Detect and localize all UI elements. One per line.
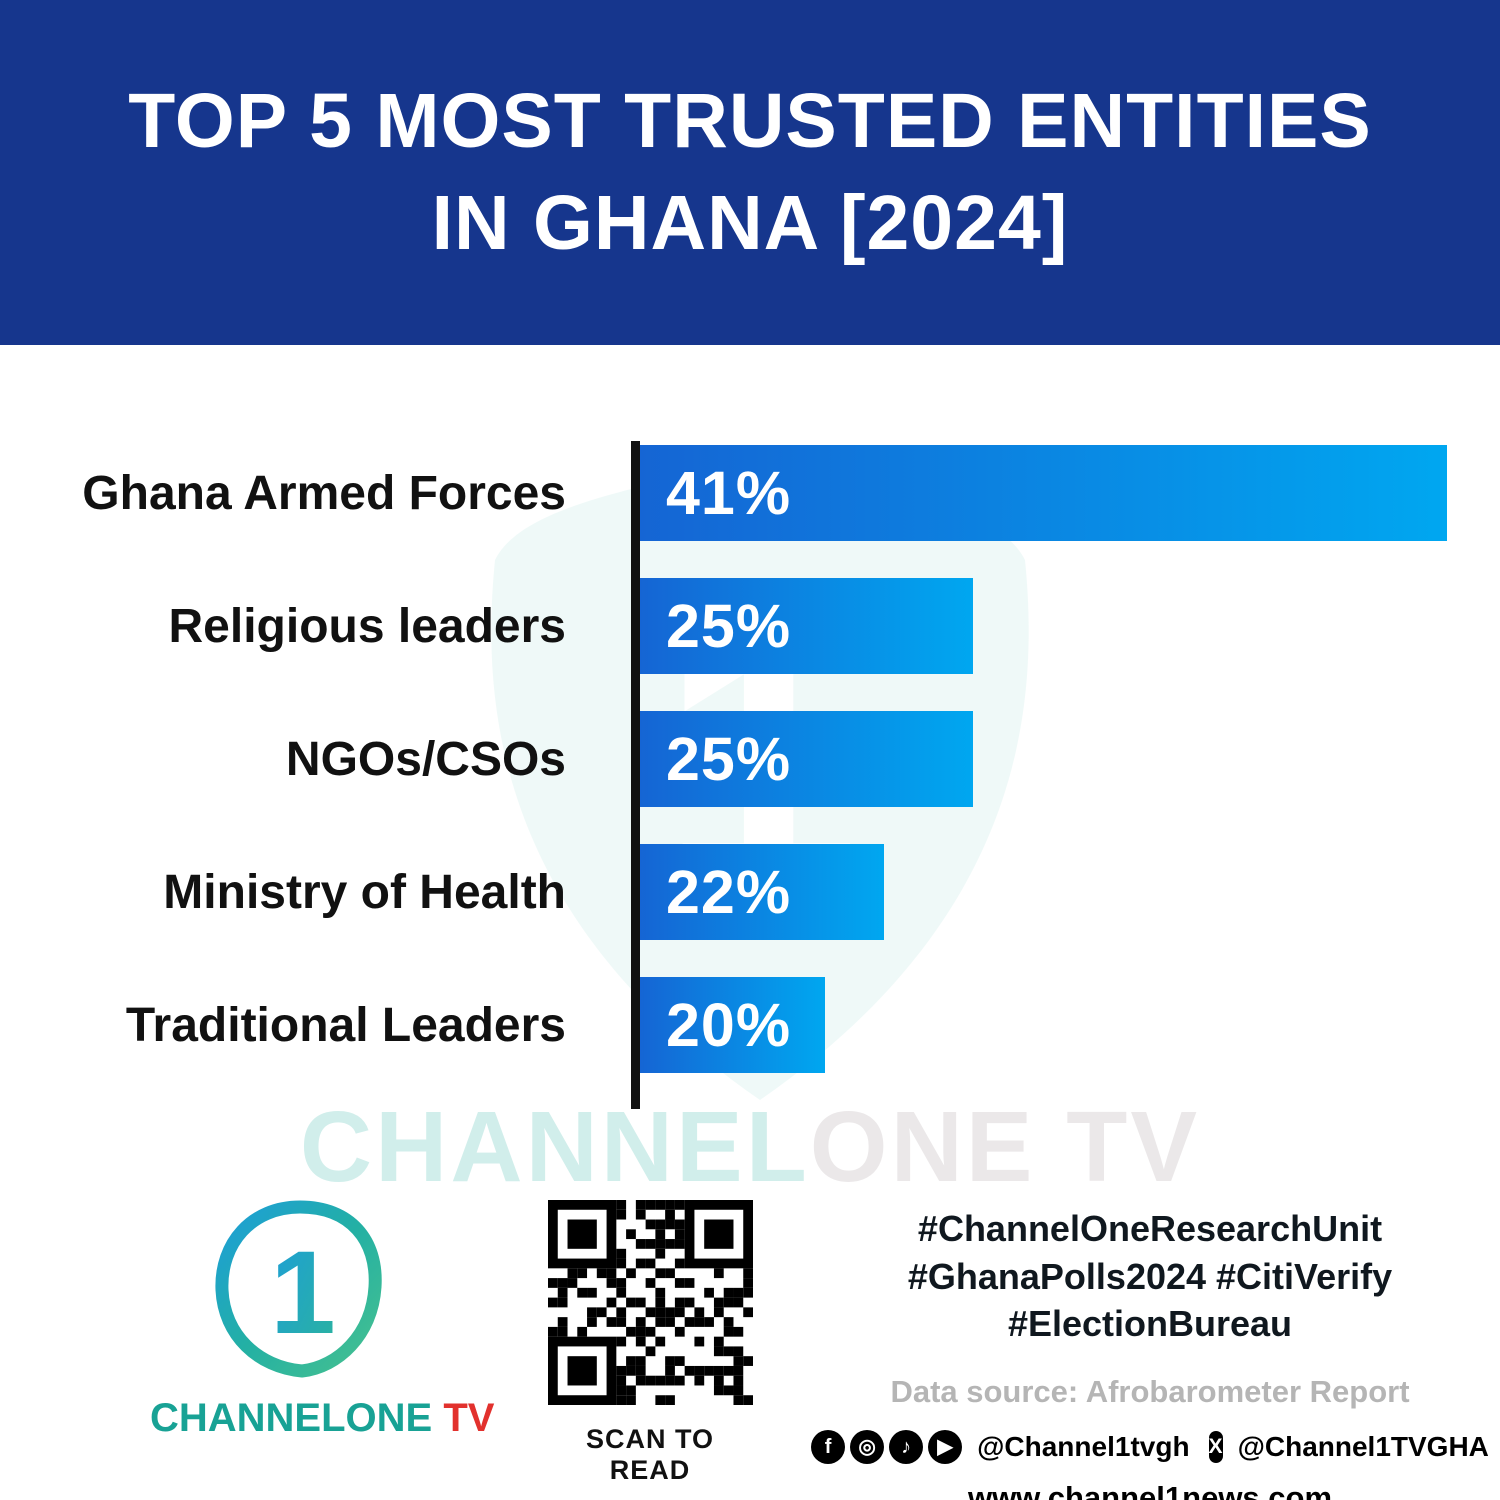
chart-row: NGOs/CSOs 25%: [0, 711, 1500, 807]
social-row: f ◎ ♪ ▶ @Channel1tvgh X @Channel1TVGHA: [811, 1429, 1489, 1464]
qr-block: SCAN TO READ: [545, 1200, 755, 1486]
social-icons: f ◎ ♪ ▶: [811, 1429, 963, 1464]
chart-row: Ghana Armed Forces 41%: [0, 445, 1500, 541]
channel-one-logo-icon: 1: [215, 1200, 382, 1378]
bar: 22%: [640, 844, 884, 940]
channel-one-logo-block: 1 CHANNELONE TV: [150, 1195, 494, 1441]
watermark-text-primary: CHANNEL: [299, 1091, 810, 1203]
bar-category-label: Traditional Leaders: [125, 998, 566, 1052]
website-url: www.channel1news.com: [967, 1479, 1333, 1500]
title-line-2: IN GHANA [2024]: [431, 179, 1069, 266]
youtube-icon: ▶: [928, 1429, 963, 1464]
bar-value-label: 25%: [666, 592, 792, 660]
bar: 20%: [640, 977, 825, 1073]
hashtag-line-2: #GhanaPolls2024 #CitiVerify: [907, 1255, 1393, 1297]
chart-row: Ministry of Health 22%: [0, 844, 1500, 940]
social-handle-1: @Channel1tvgh: [977, 1430, 1190, 1462]
watermark-text-secondary: ONE TV: [809, 1091, 1201, 1203]
bar-value-label: 22%: [666, 858, 792, 926]
chart-row: Religious leaders 25%: [0, 578, 1500, 674]
facebook-icon: f: [811, 1429, 846, 1464]
bar-category-label: NGOs/CSOs: [285, 732, 566, 786]
chart-axis: [631, 441, 640, 1109]
logo-text-channelone: CHANNELONE: [150, 1396, 433, 1440]
data-source: Data source: Afrobarometer Report: [890, 1373, 1410, 1409]
hashtag-line-3: #ElectionBureau: [1007, 1303, 1293, 1345]
bar: 25%: [640, 711, 973, 807]
chart-rows: Ghana Armed Forces 41% Religious leaders 25…: [0, 445, 1500, 1073]
bar-value-label: 20%: [666, 991, 792, 1059]
bar-value-label: 41%: [666, 459, 792, 527]
header-banner: TOP 5 MOST TRUSTED ENTITIES IN GHANA [20…: [0, 0, 1500, 345]
logo-caption: CHANNELONE TV: [150, 1396, 494, 1441]
page-title: TOP 5 MOST TRUSTED ENTITIES IN GHANA [20…: [128, 71, 1371, 274]
bar: 41%: [640, 445, 1447, 541]
footer-info-block: #ChannelOneResearchUnit #GhanaPolls2024 …: [811, 1205, 1489, 1500]
bar-category-label: Ghana Armed Forces: [82, 466, 566, 520]
instagram-icon: ◎: [850, 1429, 885, 1464]
logo-text-tv: TV: [432, 1396, 495, 1440]
bar: 25%: [640, 578, 973, 674]
chart-row: Traditional Leaders 20%: [0, 977, 1500, 1073]
title-line-1: TOP 5 MOST TRUSTED ENTITIES: [128, 77, 1372, 164]
bar-category-label: Religious leaders: [168, 599, 566, 653]
logo-numeral: 1: [270, 1227, 336, 1359]
bar-category-label: Ministry of Health: [163, 865, 566, 919]
qr-caption: SCAN TO READ: [585, 1424, 714, 1485]
tiktok-icon: ♪: [889, 1429, 924, 1464]
channel-watermark: CHANNELONE TV: [0, 1090, 1500, 1205]
x-icon: X: [1208, 1430, 1223, 1463]
qr-code: [547, 1200, 753, 1405]
bar-value-label: 25%: [666, 725, 792, 793]
social-handle-2: @Channel1TVGHA: [1237, 1430, 1489, 1462]
hashtag-line-1: #ChannelOneResearchUnit: [917, 1208, 1383, 1249]
bar-chart: Ghana Armed Forces 41% Religious leaders 25…: [0, 445, 1500, 1110]
